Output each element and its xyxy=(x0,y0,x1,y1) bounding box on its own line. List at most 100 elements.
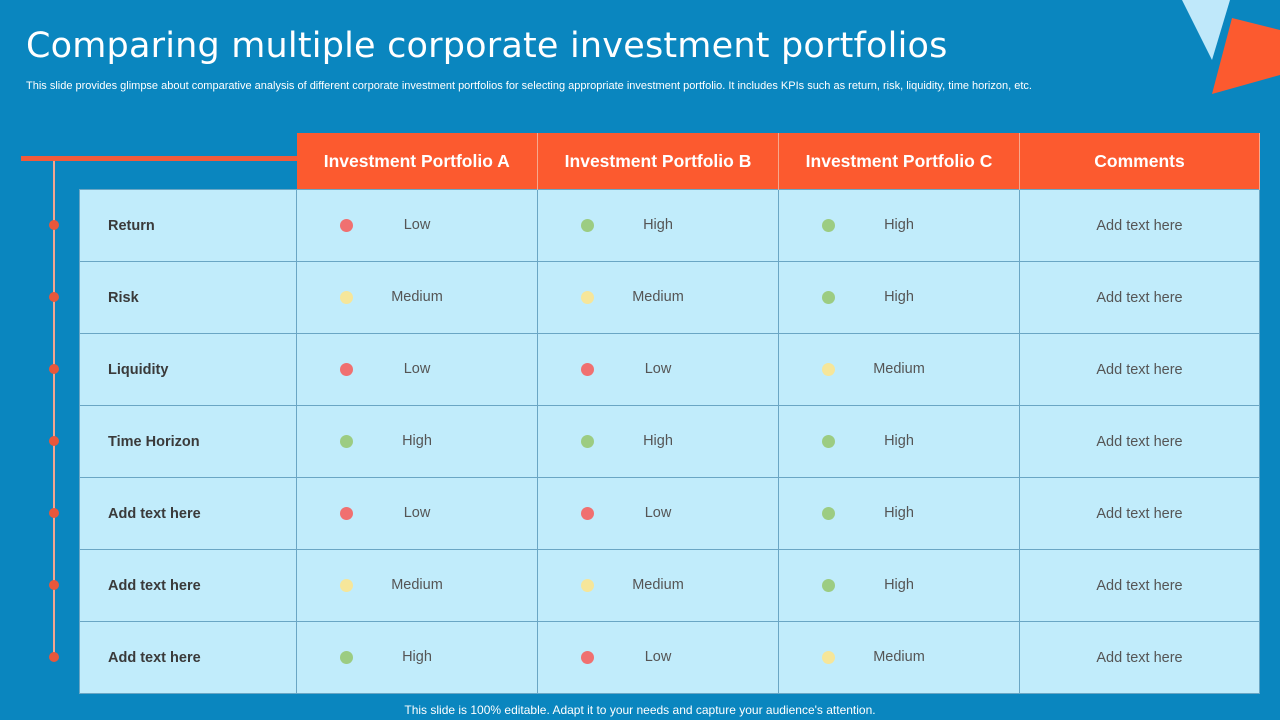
portfolio-c-cell: High xyxy=(778,405,1020,478)
status-label: High xyxy=(402,433,432,449)
status-dot-icon xyxy=(340,363,353,376)
portfolio-a-cell: Low xyxy=(296,333,538,406)
status-dot-icon xyxy=(581,507,594,520)
timeline-dot-icon xyxy=(49,508,59,518)
row-label: Add text here xyxy=(79,477,297,550)
footer-note: This slide is 100% editable. Adapt it to… xyxy=(404,703,876,717)
table-header-row: Investment Portfolio A Investment Portfo… xyxy=(80,133,1260,190)
status-dot-icon xyxy=(581,579,594,592)
portfolio-c-cell: High xyxy=(778,189,1020,262)
status-dot-icon xyxy=(581,435,594,448)
row-label: Liquidity xyxy=(79,333,297,406)
comment-cell: Add text here xyxy=(1019,405,1260,478)
portfolio-a-cell: High xyxy=(296,405,538,478)
status-label: Medium xyxy=(873,361,925,377)
header-portfolio-b: Investment Portfolio B xyxy=(537,133,779,190)
table-row: Time Horizon High High High Add text here xyxy=(79,405,1260,478)
slide-title: Comparing multiple corporate investment … xyxy=(26,26,948,66)
status-label: Low xyxy=(644,505,672,521)
status-label: Low xyxy=(403,217,431,233)
timeline-dot-icon xyxy=(49,436,59,446)
portfolio-b-cell: Medium xyxy=(537,549,779,622)
timeline-dot-icon xyxy=(49,220,59,230)
status-label: High xyxy=(884,505,914,521)
status-dot-icon xyxy=(340,219,353,232)
status-label: High xyxy=(884,289,914,305)
portfolio-a-cell: High xyxy=(296,621,538,694)
status-label: High xyxy=(402,649,432,665)
timeline-dot-icon xyxy=(49,652,59,662)
status-label: Medium xyxy=(873,649,925,665)
status-label: Low xyxy=(644,361,672,377)
row-label: Add text here xyxy=(79,621,297,694)
timeline-dot-icon xyxy=(49,364,59,374)
status-dot-icon xyxy=(581,651,594,664)
portfolio-c-cell: High xyxy=(778,477,1020,550)
status-label: Medium xyxy=(632,577,684,593)
status-dot-icon xyxy=(581,363,594,376)
row-label: Time Horizon xyxy=(79,405,297,478)
comment-cell: Add text here xyxy=(1019,549,1260,622)
status-dot-icon xyxy=(340,291,353,304)
status-dot-icon xyxy=(822,507,835,520)
status-dot-icon xyxy=(822,435,835,448)
status-dot-icon xyxy=(340,579,353,592)
table-row: Risk Medium Medium High Add text here xyxy=(79,261,1260,334)
comment-cell: Add text here xyxy=(1019,477,1260,550)
portfolio-b-cell: Low xyxy=(537,333,779,406)
status-label: Low xyxy=(403,505,431,521)
header-comments: Comments xyxy=(1019,133,1260,190)
status-dot-icon xyxy=(581,219,594,232)
portfolio-c-cell: Medium xyxy=(778,333,1020,406)
comparison-table: Investment Portfolio A Investment Portfo… xyxy=(79,133,1260,694)
table-row: Add text here Low Low High Add text here xyxy=(79,477,1260,550)
status-dot-icon xyxy=(822,651,835,664)
status-label: Medium xyxy=(632,289,684,305)
portfolio-a-cell: Low xyxy=(296,477,538,550)
comment-cell: Add text here xyxy=(1019,621,1260,694)
table-row: Liquidity Low Low Medium Add text here xyxy=(79,333,1260,406)
portfolio-b-cell: High xyxy=(537,189,779,262)
comment-cell: Add text here xyxy=(1019,189,1260,262)
header-blank-cell xyxy=(80,133,297,190)
table-row: Add text here High Low Medium Add text here xyxy=(79,621,1260,694)
portfolio-b-cell: Low xyxy=(537,621,779,694)
portfolio-a-cell: Low xyxy=(296,189,538,262)
portfolio-a-cell: Medium xyxy=(296,549,538,622)
status-dot-icon xyxy=(822,219,835,232)
comment-cell: Add text here xyxy=(1019,333,1260,406)
status-label: High xyxy=(643,217,673,233)
status-dot-icon xyxy=(822,579,835,592)
status-label: Low xyxy=(644,649,672,665)
table-row: Add text here Medium Medium High Add text he… xyxy=(79,549,1260,622)
portfolio-a-cell: Medium xyxy=(296,261,538,334)
timeline-dot-icon xyxy=(49,292,59,302)
header-portfolio-c: Investment Portfolio C xyxy=(778,133,1020,190)
status-label: Low xyxy=(403,361,431,377)
table-row: Return Low High High Add text here xyxy=(79,189,1260,262)
row-label: Add text here xyxy=(79,549,297,622)
portfolio-c-cell: Medium xyxy=(778,621,1020,694)
slide-subtitle: This slide provides glimpse about compar… xyxy=(26,80,1032,92)
status-label: High xyxy=(884,433,914,449)
status-dot-icon xyxy=(340,507,353,520)
comment-cell: Add text here xyxy=(1019,261,1260,334)
status-label: High xyxy=(643,433,673,449)
status-label: Medium xyxy=(391,577,443,593)
row-label: Risk xyxy=(79,261,297,334)
status-label: Medium xyxy=(391,289,443,305)
corner-triangles-decoration xyxy=(1182,0,1280,94)
portfolio-c-cell: High xyxy=(778,261,1020,334)
status-dot-icon xyxy=(340,651,353,664)
status-dot-icon xyxy=(822,363,835,376)
status-dot-icon xyxy=(340,435,353,448)
timeline-line xyxy=(53,161,55,661)
status-label: High xyxy=(884,217,914,233)
timeline-dot-icon xyxy=(49,580,59,590)
timeline-top-bar xyxy=(21,156,297,161)
header-portfolio-a: Investment Portfolio A xyxy=(296,133,538,190)
portfolio-c-cell: High xyxy=(778,549,1020,622)
portfolio-b-cell: Low xyxy=(537,477,779,550)
portfolio-b-cell: Medium xyxy=(537,261,779,334)
row-label: Return xyxy=(79,189,297,262)
